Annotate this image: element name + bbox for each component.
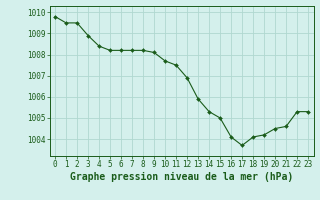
X-axis label: Graphe pression niveau de la mer (hPa): Graphe pression niveau de la mer (hPa) bbox=[70, 172, 293, 182]
